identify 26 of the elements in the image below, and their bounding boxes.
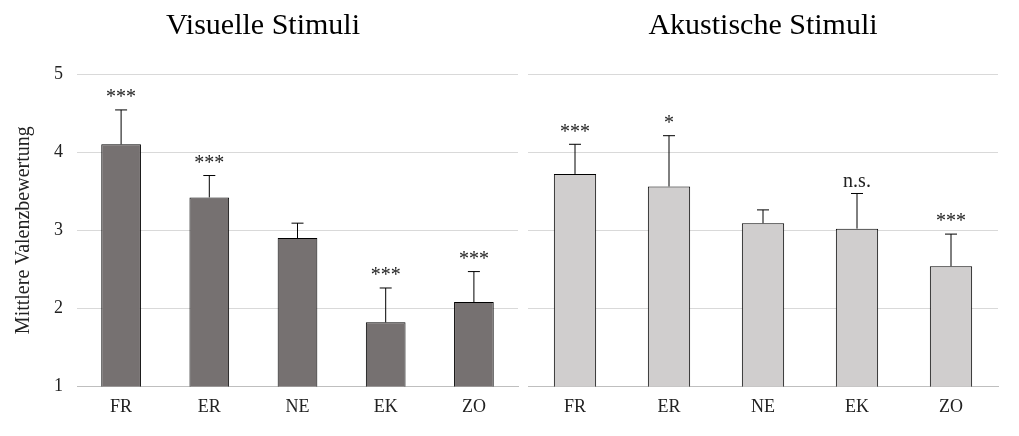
x-tick-label: ER <box>197 395 221 416</box>
annotation: * <box>664 110 674 133</box>
chart-title: Akustische Stimuli <box>648 6 878 40</box>
annotation: *** <box>560 119 590 142</box>
y-tick-label: 5 <box>54 62 63 83</box>
y-tick-label: 1 <box>54 375 63 396</box>
y-axis-title: Mittlere Valenzbewertung <box>11 126 35 335</box>
annotation: *** <box>194 150 225 173</box>
x-tick-label: ZO <box>939 395 963 416</box>
chart-title: Visuelle Stimuli <box>165 6 361 40</box>
y-tick-label: 3 <box>54 218 63 239</box>
x-tick-label: FR <box>110 395 133 416</box>
annotation: *** <box>370 263 401 286</box>
x-tick-label: FR <box>563 395 587 416</box>
y-tick-label: 2 <box>54 297 63 318</box>
annotation: n.s. <box>843 168 871 191</box>
x-tick-label: NE <box>751 395 775 416</box>
x-tick-label: ER <box>657 395 681 416</box>
annotation: *** <box>106 85 137 108</box>
annotation: *** <box>936 209 966 232</box>
x-tick-label: NE <box>285 395 310 416</box>
annotation: *** <box>458 246 489 269</box>
y-tick-label: 4 <box>54 140 63 161</box>
x-tick-label: EK <box>845 395 869 416</box>
x-tick-label: ZO <box>461 395 486 416</box>
x-tick-label: EK <box>373 395 398 416</box>
